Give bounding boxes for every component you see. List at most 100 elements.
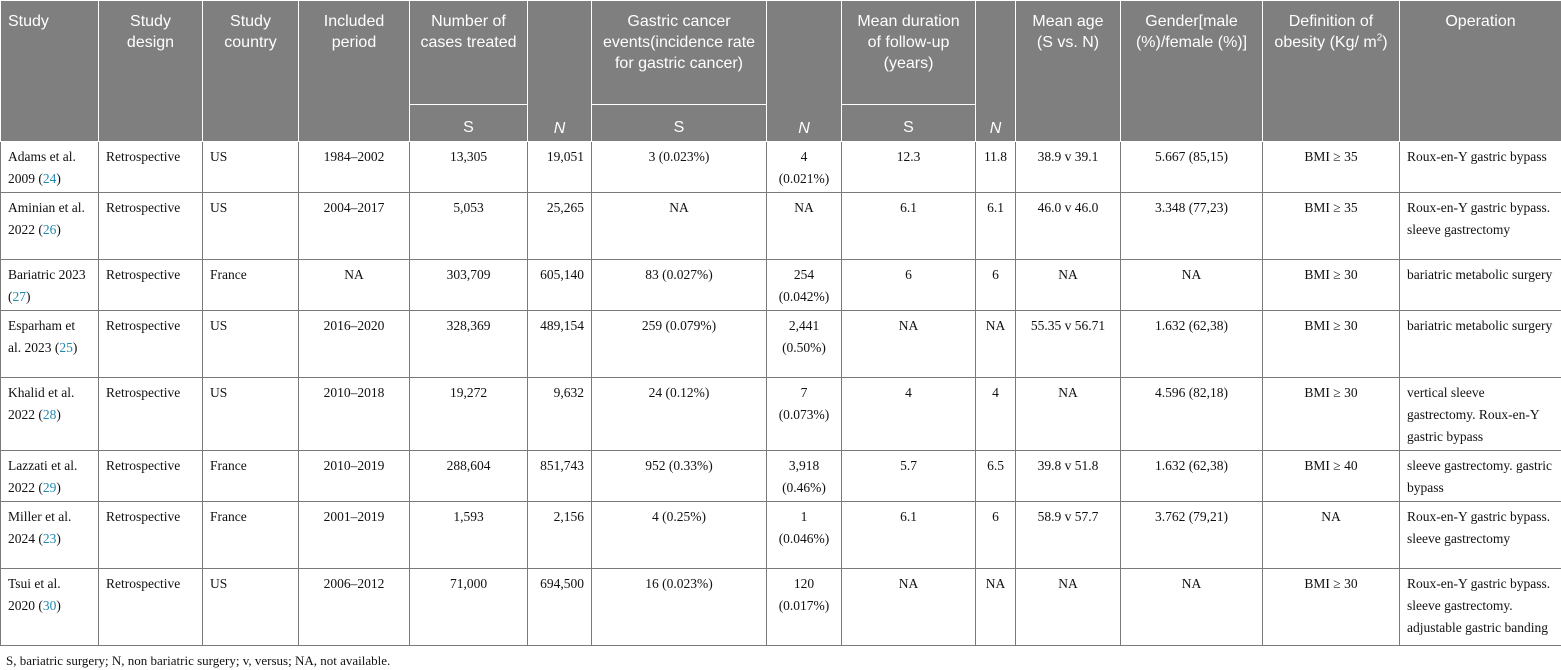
table-body: Adams et al. 2009 (24) Retrospective US 198… (0, 141, 1561, 646)
cell-fu-n: 4 (975, 377, 1016, 451)
header-study: Study (0, 0, 99, 142)
table-row: Esparham et al. 2023 (25) Retrospective US… (0, 310, 1561, 378)
cell-study: Bariatric 2023 (27) (0, 259, 99, 311)
cell-fu-n: 11.8 (975, 141, 1016, 193)
cell-age: 46.0 v 46.0 (1015, 192, 1121, 260)
cell-gender: 3.762 (79,21) (1120, 501, 1263, 569)
cell-operation: bariatric metabolic surgery (1399, 310, 1561, 378)
cell-events-s: 259 (0.079%) (591, 310, 767, 378)
study-name: Khalid et al. 2022 ( (8, 385, 75, 422)
header-followup-empty: N (975, 0, 1016, 142)
cell-events-s: 3 (0.023%) (591, 141, 767, 193)
cell-study: Aminian et al. 2022 (26) (0, 192, 99, 260)
cell-design: Retrospective (98, 377, 203, 451)
cell-events-s: 4 (0.25%) (591, 501, 767, 569)
cell-gender: NA (1120, 259, 1263, 311)
cell-age: 38.9 v 39.1 (1015, 141, 1121, 193)
cell-age: NA (1015, 377, 1121, 451)
cell-study: Miller et al. 2024 (23) (0, 501, 99, 569)
cell-operation: bariatric metabolic surgery (1399, 259, 1561, 311)
cell-country: US (202, 310, 299, 378)
cell-events-s: 16 (0.023%) (591, 568, 767, 646)
cell-age: 58.9 v 57.7 (1015, 501, 1121, 569)
header-included-period: Included period (298, 0, 410, 142)
cell-fu-n: 6 (975, 501, 1016, 569)
citation-link[interactable]: 28 (42, 407, 57, 422)
cell-obesity: NA (1262, 501, 1400, 569)
table-row: Aminian et al. 2022 (26) Retrospective US 2… (0, 192, 1561, 260)
cell-gender: 1.632 (62,38) (1120, 310, 1263, 378)
cell-events-n: NA (766, 192, 842, 260)
table-row: Adams et al. 2009 (24) Retrospective US 198… (0, 141, 1561, 193)
cell-period: 2006–2012 (298, 568, 410, 646)
header-gc-events: Gastric cancer events(incidence rate for… (591, 0, 767, 105)
cell-obesity: BMI ≥ 35 (1262, 192, 1400, 260)
cell-country: US (202, 192, 299, 260)
cell-cases-n: 9,632 (527, 377, 592, 451)
cell-age: 55.35 v 56.71 (1015, 310, 1121, 378)
cell-obesity: BMI ≥ 30 (1262, 568, 1400, 646)
citation-link[interactable]: 26 (42, 222, 57, 237)
cell-operation: Roux-en-Y gastric bypass. sleeve gastrec… (1399, 568, 1561, 646)
table-row: Lazzati et al. 2022 (29) Retrospective Fra… (0, 450, 1561, 502)
study-name: Tsui et al. 2020 ( (8, 576, 61, 613)
header-obesity-def: Definition of obesity (Kg/ m2) (1262, 0, 1400, 142)
cell-events-n: 254 (0.042%) (766, 259, 842, 311)
cell-events-n: 3,918 (0.46%) (766, 450, 842, 502)
cell-study: Esparham et al. 2023 (25) (0, 310, 99, 378)
cell-obesity: BMI ≥ 30 (1262, 310, 1400, 378)
cell-fu-s: 4 (841, 377, 976, 451)
header-cases-s: S (409, 104, 528, 142)
cell-cases-n: 694,500 (527, 568, 592, 646)
header-events-s: S (591, 104, 767, 142)
cell-cases-s: 19,272 (409, 377, 528, 451)
header-cases-empty: N (527, 0, 592, 142)
cell-age: NA (1015, 259, 1121, 311)
cell-operation: Roux-en-Y gastric bypass. sleeve gastrec… (1399, 501, 1561, 569)
header-study-country: Study country (202, 0, 299, 142)
header-cases-treated: Number of cases treated (409, 0, 528, 105)
cell-gender: 4.596 (82,18) (1120, 377, 1263, 451)
cell-design: Retrospective (98, 450, 203, 502)
cell-gender: NA (1120, 568, 1263, 646)
cell-fu-s: 6 (841, 259, 976, 311)
cell-fu-n: NA (975, 568, 1016, 646)
footnote: S, bariatric surgery; N, non bariatric s… (6, 653, 391, 668)
study-name: Miller et al. 2024 ( (8, 509, 72, 546)
cell-events-n: 1 (0.046%) (766, 501, 842, 569)
cell-cases-s: 288,604 (409, 450, 528, 502)
cell-events-s: 24 (0.12%) (591, 377, 767, 451)
citation-link[interactable]: 24 (42, 171, 57, 186)
cell-cases-n: 605,140 (527, 259, 592, 311)
cell-obesity: BMI ≥ 30 (1262, 377, 1400, 451)
header-followup: Mean duration of follow-up (years) (841, 0, 976, 105)
citation-link[interactable]: 29 (42, 480, 57, 495)
cell-operation: Roux-en-Y gastric bypass. sleeve gastrec… (1399, 192, 1561, 260)
header-events-empty: N (766, 0, 842, 142)
cell-operation: Roux-en-Y gastric bypass (1399, 141, 1561, 193)
cell-fu-n: NA (975, 310, 1016, 378)
study-name: Adams et al. 2009 ( (8, 149, 76, 186)
citation-link[interactable]: 23 (42, 531, 57, 546)
citation-link[interactable]: 27 (12, 289, 27, 304)
header-gender: Gender[male (%)/female (%)] (1120, 0, 1263, 142)
cell-period: 2010–2019 (298, 450, 410, 502)
cell-country: US (202, 377, 299, 451)
cell-fu-n: 6.1 (975, 192, 1016, 260)
study-name: Lazzati et al. 2022 ( (8, 458, 78, 495)
study-name: Esparham et al. 2023 ( (8, 318, 76, 355)
cell-fu-n: 6.5 (975, 450, 1016, 502)
study-name: Aminian et al. 2022 ( (8, 200, 85, 237)
cell-obesity: BMI ≥ 40 (1262, 450, 1400, 502)
cell-obesity: BMI ≥ 35 (1262, 141, 1400, 193)
cell-gender: 5.667 (85,15) (1120, 141, 1263, 193)
cell-events-s: 952 (0.33%) (591, 450, 767, 502)
citation-link[interactable]: 25 (59, 340, 73, 355)
header-mean-age: Mean age (S vs. N) (1015, 0, 1121, 142)
cell-fu-s: NA (841, 568, 976, 646)
cell-fu-n: 6 (975, 259, 1016, 311)
citation-link[interactable]: 30 (42, 598, 57, 613)
cell-cases-s: 303,709 (409, 259, 528, 311)
table-row: Tsui et al. 2020 (30) Retrospective US 2006… (0, 568, 1561, 646)
cell-events-n: 2,441 (0.50%) (766, 310, 842, 378)
